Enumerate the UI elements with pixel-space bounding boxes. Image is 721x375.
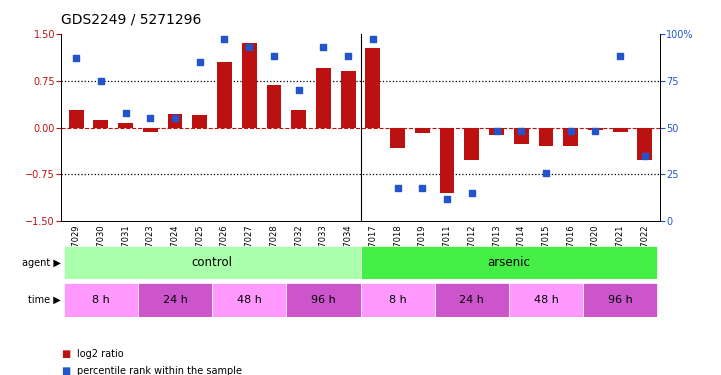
Text: 48 h: 48 h bbox=[534, 295, 558, 305]
Point bbox=[120, 110, 131, 116]
Point bbox=[95, 78, 107, 84]
Bar bbox=[613, 128, 627, 132]
Bar bbox=[583, 283, 658, 317]
Point bbox=[318, 44, 329, 50]
Text: control: control bbox=[192, 256, 233, 269]
Text: arsenic: arsenic bbox=[487, 256, 531, 269]
Bar bbox=[360, 246, 658, 279]
Point bbox=[516, 128, 527, 134]
Bar bbox=[267, 85, 281, 128]
Bar bbox=[360, 283, 435, 317]
Bar bbox=[63, 283, 138, 317]
Bar bbox=[286, 283, 360, 317]
Text: log2 ratio: log2 ratio bbox=[77, 350, 124, 359]
Bar bbox=[94, 120, 108, 128]
Point bbox=[194, 59, 205, 65]
Text: 96 h: 96 h bbox=[311, 295, 336, 305]
Bar bbox=[514, 128, 528, 144]
Text: time ▶: time ▶ bbox=[28, 295, 61, 305]
Bar bbox=[291, 110, 306, 128]
Bar bbox=[118, 123, 133, 128]
Text: 24 h: 24 h bbox=[163, 295, 187, 305]
Point bbox=[614, 53, 626, 59]
Text: 8 h: 8 h bbox=[389, 295, 407, 305]
Point bbox=[590, 128, 601, 134]
Bar bbox=[63, 246, 360, 279]
Text: GDS2249 / 5271296: GDS2249 / 5271296 bbox=[61, 12, 202, 26]
Point bbox=[639, 153, 650, 159]
Point bbox=[169, 115, 181, 121]
Point bbox=[565, 128, 577, 134]
Point bbox=[540, 170, 552, 176]
Bar bbox=[509, 283, 583, 317]
Point bbox=[367, 36, 379, 42]
Bar bbox=[464, 128, 479, 160]
Text: agent ▶: agent ▶ bbox=[22, 258, 61, 267]
Text: percentile rank within the sample: percentile rank within the sample bbox=[77, 366, 242, 375]
Bar bbox=[341, 71, 355, 128]
Text: 8 h: 8 h bbox=[92, 295, 110, 305]
Point bbox=[244, 44, 255, 50]
Bar bbox=[435, 283, 509, 317]
Bar bbox=[415, 128, 430, 132]
Bar bbox=[563, 128, 578, 146]
Point bbox=[392, 184, 403, 190]
Text: 96 h: 96 h bbox=[608, 295, 632, 305]
Point bbox=[293, 87, 304, 93]
Bar bbox=[193, 115, 207, 128]
Bar bbox=[316, 68, 331, 128]
Point bbox=[218, 36, 230, 42]
Bar bbox=[167, 114, 182, 128]
Bar bbox=[143, 128, 158, 132]
Bar bbox=[440, 128, 454, 193]
Point bbox=[491, 128, 503, 134]
Bar bbox=[539, 128, 554, 146]
Bar bbox=[217, 62, 232, 128]
Point bbox=[441, 196, 453, 202]
Bar bbox=[366, 48, 380, 128]
Point bbox=[144, 115, 156, 121]
Text: 48 h: 48 h bbox=[236, 295, 262, 305]
Point bbox=[268, 53, 280, 59]
Point bbox=[342, 53, 354, 59]
Point bbox=[71, 55, 82, 61]
Text: 24 h: 24 h bbox=[459, 295, 485, 305]
Bar bbox=[68, 110, 84, 128]
Bar bbox=[242, 43, 257, 128]
Bar bbox=[637, 128, 653, 160]
Point bbox=[466, 190, 477, 196]
Bar bbox=[212, 283, 286, 317]
Text: ■: ■ bbox=[61, 366, 71, 375]
Text: ■: ■ bbox=[61, 350, 71, 359]
Bar bbox=[138, 283, 212, 317]
Bar bbox=[588, 128, 603, 130]
Point bbox=[417, 184, 428, 190]
Bar bbox=[489, 128, 504, 135]
Bar bbox=[390, 128, 405, 147]
